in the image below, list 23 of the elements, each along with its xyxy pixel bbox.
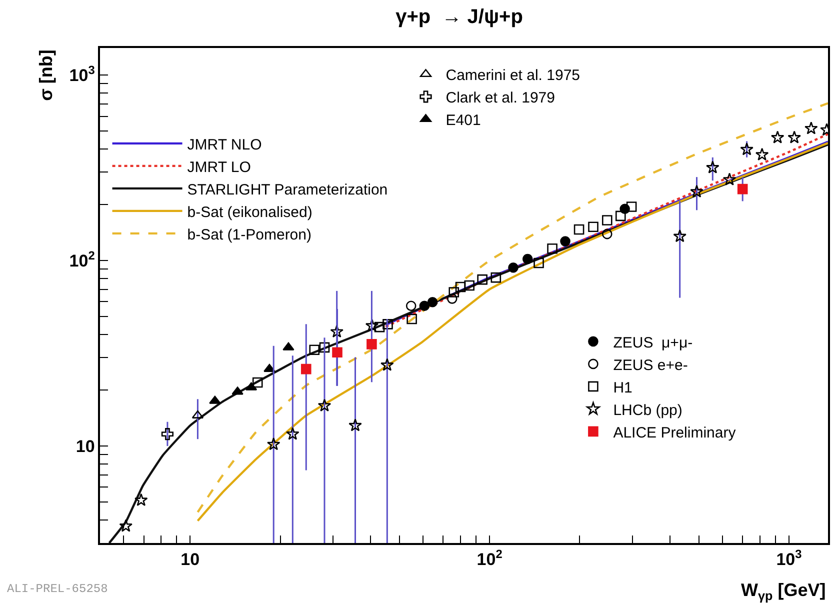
- legend-label: E401: [446, 112, 481, 129]
- y-tick-label: 10$^{3}$: [69, 62, 96, 86]
- legend-label: ZEUS e+e-: [613, 356, 688, 374]
- legend-label: b-Sat (eikonalised): [187, 204, 312, 221]
- text: ALI-PREL-65258: [7, 582, 108, 596]
- y-tick-label: 10: [76, 436, 95, 456]
- x-axis-title: W$_{γp}$ [GeV]: [741, 580, 826, 603]
- legend-label: LHCb (pp): [613, 402, 682, 419]
- y-axis-title: σ [nb]: [36, 50, 56, 101]
- y-tick-label: 10$^{2}$: [69, 248, 96, 271]
- legend-label: ZEUS μ+μ-: [613, 334, 693, 352]
- legend-label: STARLIGHT Parameterization: [187, 181, 388, 198]
- legend-label: ALICE Preliminary: [613, 424, 736, 442]
- legend-label: JMRT NLO: [187, 136, 262, 154]
- legend-label: Camerini et al. 1975: [446, 67, 580, 84]
- x-tick-label: 10: [180, 550, 200, 570]
- legend-label: H1: [613, 379, 632, 396]
- x-tick-label: 10$^{2}$: [476, 547, 503, 570]
- legend-label: JMRT LO: [187, 158, 251, 176]
- legend-label: b-Sat (1-Pomeron): [187, 226, 312, 244]
- x-tick-label: 10$^{3}$: [776, 547, 802, 570]
- chart-title: γ+p → J/ψ+p: [396, 6, 523, 28]
- legend-label: Clark et al. 1979: [446, 90, 555, 106]
